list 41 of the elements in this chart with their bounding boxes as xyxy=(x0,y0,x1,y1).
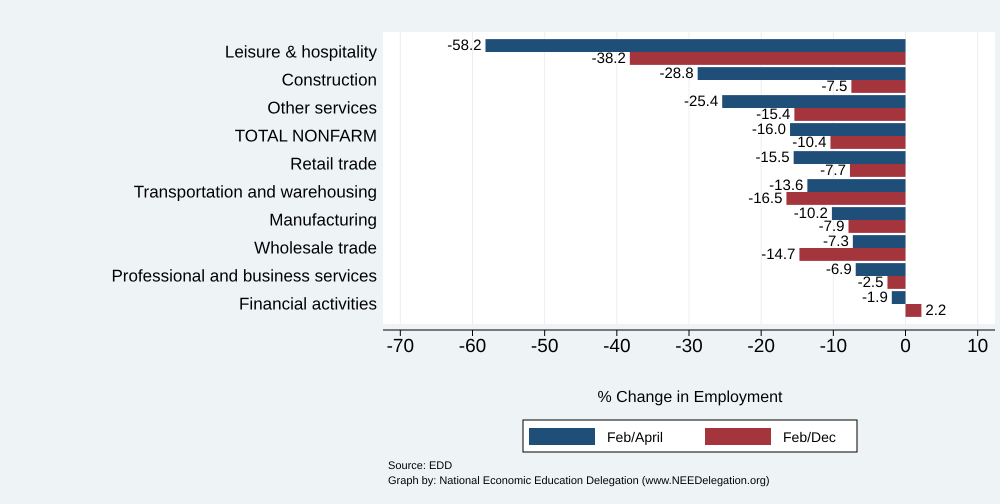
data-label: -14.7 xyxy=(761,246,796,263)
data-label: -10.4 xyxy=(792,134,826,151)
y-tick-label: Retail trade xyxy=(290,154,377,174)
data-label: -15.5 xyxy=(755,149,790,166)
x-tick-label: -70 xyxy=(386,336,414,357)
y-tick-label: Wholesale trade xyxy=(254,238,377,258)
data-label: -15.4 xyxy=(756,106,790,123)
x-tick-label: -50 xyxy=(530,336,558,357)
data-label: -7.5 xyxy=(822,78,848,95)
data-label: -2.5 xyxy=(858,274,884,291)
data-label: -25.4 xyxy=(684,93,718,110)
y-tick-label: Other services xyxy=(267,98,377,118)
y-tick-label: Professional and business services xyxy=(111,266,377,286)
source-note: Source: EDD xyxy=(388,460,452,472)
data-label: -58.2 xyxy=(447,37,482,54)
text: Graph by: National Economic Education Delegation (www.NEEDelegation.org) xyxy=(388,475,770,487)
data-label: 2.2 xyxy=(925,302,946,319)
data-label: -16.5 xyxy=(748,190,782,207)
data-label: -7.7 xyxy=(820,162,846,179)
x-tick-label: 10 xyxy=(967,336,988,357)
legend-label: Feb/Dec xyxy=(783,429,836,445)
x-tick-label: -20 xyxy=(747,336,775,357)
x-tick-label: -10 xyxy=(820,336,848,357)
x-tick-label: 0 xyxy=(900,336,911,357)
data-label: -28.8 xyxy=(659,65,694,82)
y-tick-label: Manufacturing xyxy=(269,210,377,230)
data-label: -1.9 xyxy=(862,289,888,306)
data-label: -38.2 xyxy=(592,50,626,67)
y-tick-label: Financial activities xyxy=(239,294,377,314)
y-tick-label: Transportation and warehousing xyxy=(134,182,377,202)
x-tick-label: -40 xyxy=(603,336,631,357)
x-axis-title: % Change in Employment xyxy=(598,389,784,406)
data-label: -7.3 xyxy=(822,233,849,250)
data-label: -6.9 xyxy=(826,261,852,278)
x-tick-label: -60 xyxy=(458,336,486,357)
x-tick-label: -30 xyxy=(675,336,703,357)
legend-label: Feb/April xyxy=(607,429,664,445)
y-tick-label: Leisure & hospitality xyxy=(224,42,378,62)
data-label: -16.0 xyxy=(752,121,786,138)
y-tick-label: Construction xyxy=(282,70,377,90)
y-tick-label: TOTAL NONFARM xyxy=(234,126,377,146)
